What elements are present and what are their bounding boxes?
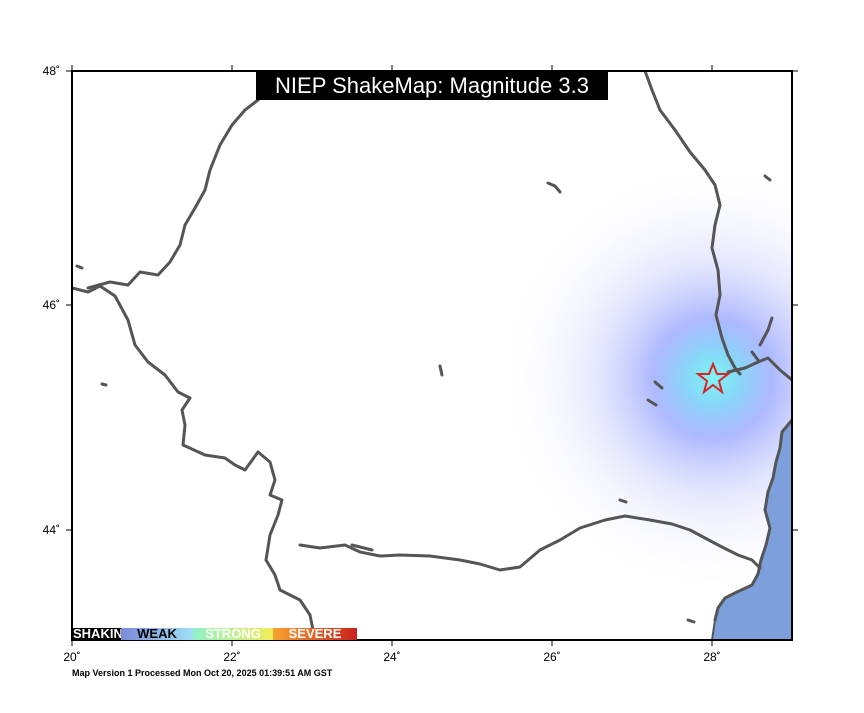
lake: [438, 364, 444, 377]
y-tick-label: 44˚: [43, 523, 60, 537]
danube-border: [298, 514, 762, 572]
x-tick-label: 22˚: [223, 650, 240, 664]
map-frame: [71, 70, 793, 641]
x-tick-label: 20˚: [63, 650, 80, 664]
legend-severe: SEVERE: [273, 628, 357, 640]
y-tick-label: 48˚: [43, 64, 60, 78]
border-east: [643, 71, 742, 376]
legend-strong: STRONG: [193, 628, 273, 640]
processing-footer: Map Version 1 Processed Mon Oct 20, 2025…: [72, 668, 333, 678]
map-title: NIEP ShakeMap: Magnitude 3.3: [256, 72, 608, 100]
lake: [646, 380, 664, 407]
y-tick-label: 46˚: [43, 298, 60, 312]
lake: [75, 264, 84, 270]
epicenter-star-icon: [695, 361, 731, 395]
legend-weak: WEAK: [121, 628, 193, 640]
x-tick-label: 24˚: [383, 650, 400, 664]
border-west-north: [72, 284, 317, 640]
danube-delta: [726, 316, 792, 382]
intensity-legend: SHAKING WEAK STRONG SEVERE: [73, 628, 357, 640]
legend-shaking: SHAKING: [73, 628, 121, 640]
lake: [618, 498, 628, 504]
lake: [350, 543, 374, 552]
lake: [546, 181, 562, 194]
lake: [686, 618, 696, 624]
lake: [100, 382, 108, 387]
lake: [763, 174, 772, 182]
coast-line: [713, 418, 792, 622]
border-northwest: [86, 88, 272, 290]
x-tick-label: 26˚: [543, 650, 560, 664]
x-tick-label: 28˚: [703, 650, 720, 664]
